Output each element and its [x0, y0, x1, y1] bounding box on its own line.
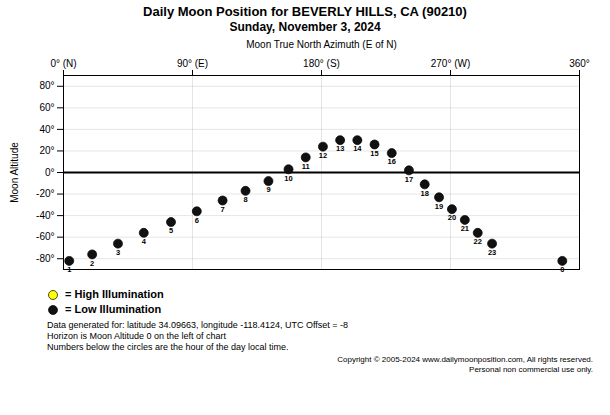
html-text:Horizon is Moon Altitude 0 on: Horizon is Moon Altitude 0 on the left o…: [47, 331, 227, 341]
svg-text:15: 15: [370, 149, 378, 158]
svg-text:40°: 40°: [39, 124, 54, 135]
html-text:= High Illumination: = High Illumination: [65, 288, 164, 300]
html-text:Personal non commercial use on: Personal non commercial use only.: [469, 365, 593, 374]
svg-text:21: 21: [461, 224, 469, 233]
svg-text:-80°: -80°: [36, 253, 54, 264]
svg-text:22: 22: [474, 237, 482, 246]
svg-text:20: 20: [448, 213, 456, 222]
html-text:Data generated for: latitude 3: Data generated for: latitude 34.09663, l…: [47, 320, 349, 330]
svg-text:10: 10: [284, 174, 292, 183]
svg-text:17: 17: [405, 175, 413, 184]
svg-text:90° (E): 90° (E): [177, 58, 208, 69]
html-text:= Low Illumination: = Low Illumination: [65, 303, 162, 315]
svg-text:Moon True North Azimuth (E of: Moon True North Azimuth (E of N): [246, 39, 397, 50]
svg-text:18: 18: [421, 189, 429, 198]
svg-text:11: 11: [302, 162, 310, 171]
html-text:Numbers below the circles are: Numbers below the circles are the hour o…: [47, 342, 289, 352]
svg-text:Moon Altitude: Moon Altitude: [9, 142, 20, 203]
svg-text:-60°: -60°: [36, 231, 54, 242]
svg-text:14: 14: [353, 144, 362, 153]
svg-text:0° (N): 0° (N): [50, 58, 76, 69]
svg-text:20°: 20°: [39, 145, 54, 156]
svg-text:19: 19: [435, 202, 443, 211]
svg-text:9: 9: [266, 185, 270, 194]
svg-text:360°: 360°: [569, 58, 590, 69]
svg-text:-40°: -40°: [36, 210, 54, 221]
svg-text:4: 4: [142, 237, 147, 246]
svg-text:1: 1: [67, 265, 71, 274]
svg-text:180° (S): 180° (S): [303, 58, 340, 69]
svg-text:60°: 60°: [39, 102, 54, 113]
svg-text:12: 12: [319, 151, 327, 160]
html-text:Copyright © 2005-2024 www.dail: Copyright © 2005-2024 www.dailymoonposit…: [337, 355, 593, 364]
html-text:Daily Moon Position for BEVERL: Daily Moon Position for BEVERLY HILLS, C…: [143, 4, 467, 19]
svg-text:270° (W): 270° (W): [431, 58, 471, 69]
svg-text:8: 8: [243, 195, 247, 204]
html-text:Sunday, November 3, 2024: Sunday, November 3, 2024: [229, 20, 381, 34]
svg-text:6: 6: [195, 216, 199, 225]
svg-text:16: 16: [388, 157, 396, 166]
svg-text:0°: 0°: [45, 167, 55, 178]
svg-text:80°: 80°: [39, 80, 54, 91]
svg-text:5: 5: [169, 226, 173, 235]
svg-text:3: 3: [116, 248, 120, 257]
svg-text:13: 13: [336, 144, 344, 153]
svg-text:7: 7: [221, 205, 225, 214]
svg-text:23: 23: [488, 248, 496, 257]
svg-text:-20°: -20°: [36, 188, 54, 199]
svg-text:0: 0: [560, 265, 564, 274]
svg-text:2: 2: [90, 259, 94, 268]
